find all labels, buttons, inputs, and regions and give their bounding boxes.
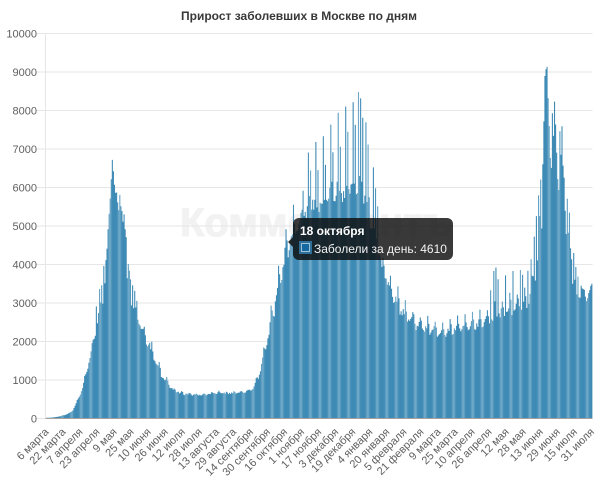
svg-text:3000: 3000 [13,298,37,310]
svg-text:6000: 6000 [13,183,37,195]
svg-text:8000: 8000 [13,106,37,118]
svg-text:1000: 1000 [13,375,37,387]
svg-text:5000: 5000 [13,221,37,233]
svg-text:0: 0 [31,414,37,426]
svg-text:7000: 7000 [13,144,37,156]
svg-text:2000: 2000 [13,337,37,349]
svg-text:4000: 4000 [13,260,37,272]
svg-text:9000: 9000 [13,67,37,79]
svg-text:10000: 10000 [6,29,37,41]
